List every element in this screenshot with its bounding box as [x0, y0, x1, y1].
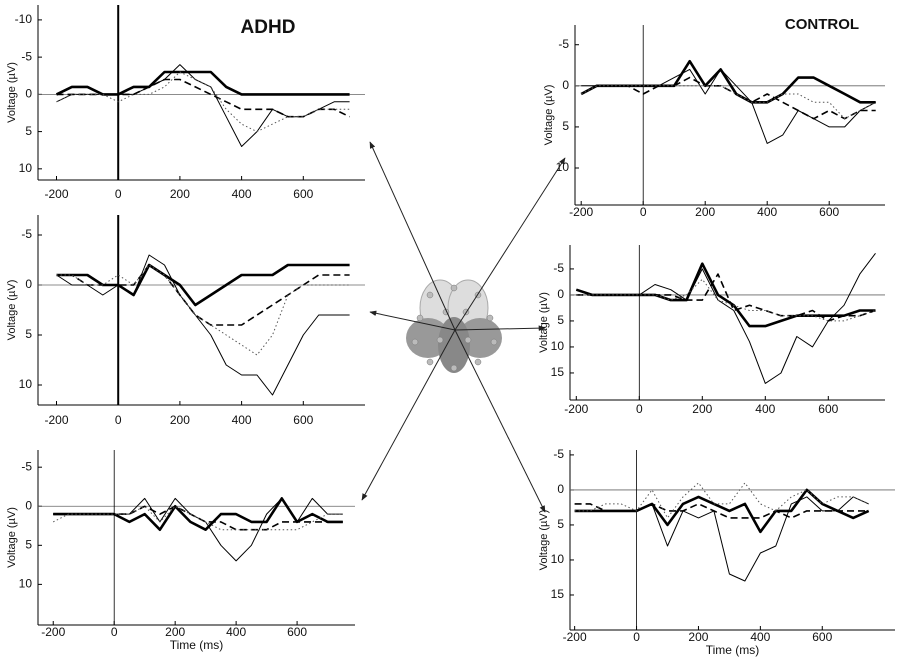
x-tick-label: 600: [287, 625, 307, 639]
x-tick-label: 400: [232, 413, 252, 427]
x-tick-label: 0: [115, 187, 122, 201]
x-tick-label: 400: [232, 187, 252, 201]
y-tick-label: 0: [25, 277, 32, 291]
y-tick-label: 0: [562, 78, 569, 92]
erp-line: [576, 252, 876, 384]
erp-line: [581, 68, 876, 144]
erp-line: [574, 482, 869, 519]
x-tick-label: -200: [44, 187, 68, 201]
y-axis-label: Voltage (µV): [538, 292, 550, 353]
y-tick-label: 5: [562, 119, 569, 133]
y-tick-label: 5: [557, 313, 564, 327]
x-tick-label: 400: [757, 205, 777, 219]
y-tick-label: 0: [557, 287, 564, 301]
x-tick-label: 200: [688, 630, 708, 644]
panel-title: CONTROL: [785, 16, 859, 33]
erp-line: [56, 71, 350, 133]
x-tick-label: 600: [293, 187, 313, 201]
erp-line: [580, 76, 876, 120]
y-tick-label: 10: [556, 160, 570, 174]
y-tick-label: -5: [21, 227, 32, 241]
x-tick-label: 400: [750, 630, 770, 644]
x-tick-label: 200: [165, 625, 185, 639]
panel: -5 0 5 10 15 -200 0 200 400 600 Voltage (µV) Time (…: [538, 447, 895, 657]
panel: -5 0 5 10 -200 0 200 400 600 Voltage (µV): [6, 215, 365, 427]
y-tick-label: 15: [551, 365, 565, 379]
x-tick-label: 400: [226, 625, 246, 639]
erp-line: [56, 264, 350, 356]
y-tick-label: -5: [553, 261, 564, 275]
arrows: [361, 141, 566, 513]
x-tick-label: 200: [695, 205, 715, 219]
y-axis-label: Voltage (µV): [543, 85, 555, 146]
y-tick-label: 5: [557, 517, 564, 531]
y-axis-label: Voltage (µV): [6, 280, 18, 341]
erp-line: [56, 78, 350, 118]
y-tick-label: -10: [15, 12, 33, 26]
x-tick-label: -200: [569, 205, 593, 219]
x-axis-label: Time (ms): [706, 643, 760, 657]
y-tick-label: 10: [551, 552, 565, 566]
y-tick-label: 10: [19, 577, 33, 591]
y-tick-label: 0: [25, 87, 32, 101]
y-axis-label: Voltage (µV): [6, 62, 18, 123]
x-tick-label: 600: [293, 413, 313, 427]
erp-line: [56, 64, 350, 147]
x-tick-label: -200: [41, 625, 65, 639]
x-axis-label: Time (ms): [170, 638, 224, 652]
x-tick-label: 0: [111, 625, 118, 639]
erp-line: [56, 263, 350, 307]
panel: -5 0 5 10 -200 0 200 400 600 Voltage (µV) CONTROL: [543, 16, 885, 219]
x-tick-label: 200: [692, 402, 712, 416]
erp-line: [576, 273, 876, 322]
y-axis-label: Voltage (µV): [6, 507, 18, 568]
panel: -5 0 5 10 -200 0 200 400 600 Voltage (µV) Time (ms…: [6, 450, 355, 652]
x-tick-label: 0: [636, 402, 643, 416]
y-tick-label: -5: [558, 37, 569, 51]
x-tick-label: 600: [818, 402, 838, 416]
x-tick-label: 400: [755, 402, 775, 416]
x-tick-label: -200: [563, 630, 587, 644]
head-diagram: [406, 279, 502, 373]
x-tick-label: -200: [564, 402, 588, 416]
x-tick-label: 600: [819, 205, 839, 219]
erp-line: [574, 496, 869, 582]
y-tick-label: 15: [551, 587, 565, 601]
x-tick-label: 0: [633, 630, 640, 644]
erp-line: [52, 505, 343, 531]
x-tick-label: 200: [170, 187, 190, 201]
x-tick-label: 0: [640, 205, 647, 219]
erp-line: [574, 503, 869, 519]
erp-line: [576, 278, 876, 322]
panel-title: ADHD: [241, 17, 296, 38]
x-tick-label: 0: [115, 413, 122, 427]
erp-line: [53, 497, 343, 562]
y-tick-label: 0: [557, 482, 564, 496]
y-tick-label: 0: [25, 498, 32, 512]
erp-line: [580, 59, 876, 104]
y-tick-label: 5: [25, 327, 32, 341]
y-tick-label: 10: [551, 339, 565, 353]
panel: -10 -5 0 5 10 -200 0 200 400 600 Voltage (µV) ADHD: [6, 5, 365, 201]
y-tick-label: 5: [25, 124, 32, 138]
erp-line: [56, 254, 350, 396]
y-axis-label: Voltage (µV): [538, 510, 550, 571]
y-tick-label: 10: [19, 377, 33, 391]
panel: -5 0 5 10 15 -200 0 200 400 600 Voltage (µV): [538, 245, 885, 416]
erp-line: [53, 505, 343, 531]
x-tick-label: 200: [170, 413, 190, 427]
x-tick-label: -200: [44, 413, 68, 427]
y-tick-label: 5: [25, 537, 32, 551]
y-tick-label: -5: [21, 459, 32, 473]
y-tick-label: -5: [553, 447, 564, 461]
x-tick-label: 600: [812, 630, 832, 644]
erp-line: [56, 264, 350, 326]
y-tick-label: 10: [19, 161, 33, 175]
y-tick-label: -5: [21, 49, 32, 63]
